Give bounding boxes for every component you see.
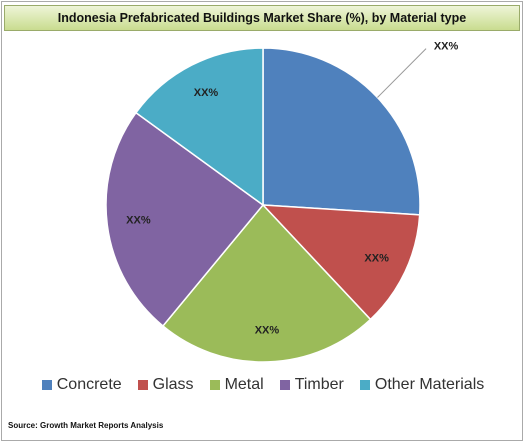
legend-label: Metal xyxy=(224,376,264,393)
pie-slice xyxy=(105,111,265,328)
legend-swatch xyxy=(209,380,220,390)
legend-label: Other Materials xyxy=(374,376,485,393)
legend: Concrete Glass Metal Timber Other Materials xyxy=(0,376,526,394)
chart-title: Indonesia Prefabricated Buildings Market… xyxy=(4,5,520,31)
slice-label: XX% xyxy=(126,215,151,227)
slice-label: XX% xyxy=(255,324,280,336)
legend-item: Glass xyxy=(137,376,194,394)
legend-label: Concrete xyxy=(56,376,122,393)
slice-label: XX% xyxy=(194,87,219,99)
pie-slice xyxy=(261,204,421,321)
legend-swatch xyxy=(41,380,52,390)
source: Source: Growth Market Reports Analysis xyxy=(8,421,164,430)
legend-swatch xyxy=(279,380,290,390)
legend-item: Concrete xyxy=(41,376,122,394)
legend-item: Other Materials xyxy=(359,376,485,394)
legend-item: Metal xyxy=(209,376,264,394)
pie-slice xyxy=(134,47,264,207)
pie-slice xyxy=(161,203,372,363)
slice-label: XX% xyxy=(434,41,459,53)
leader-line xyxy=(377,48,427,98)
legend-item: Timber xyxy=(279,376,344,394)
pie-slice xyxy=(262,47,421,216)
legend-label: Timber xyxy=(294,376,344,393)
slice-label: XX% xyxy=(364,252,389,264)
legend-label: Glass xyxy=(152,376,194,393)
legend-swatch xyxy=(137,380,148,390)
legend-swatch xyxy=(359,380,370,390)
